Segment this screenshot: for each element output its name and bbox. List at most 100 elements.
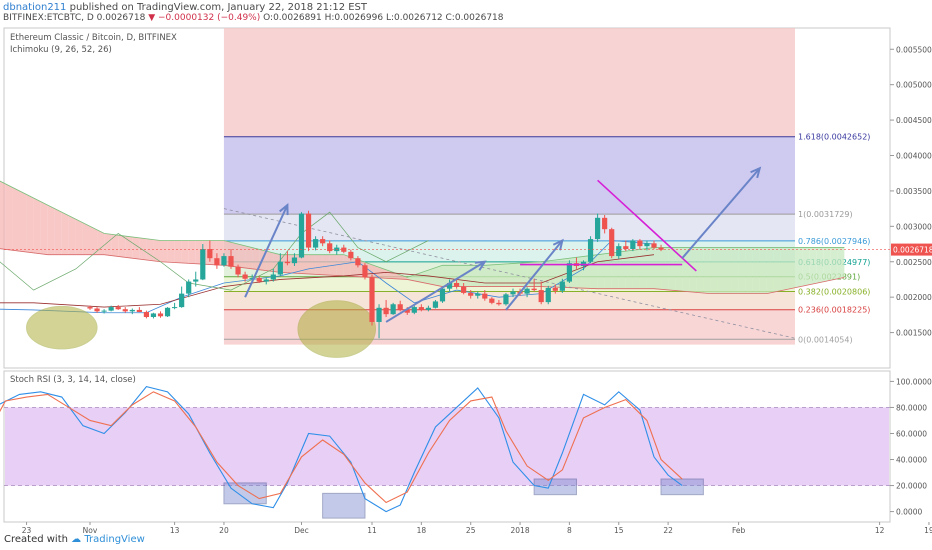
cloud-segment: [498, 263, 506, 287]
cloud-segment: [153, 239, 161, 262]
candle-body: [503, 294, 509, 305]
candle-body: [432, 301, 439, 308]
candle-body: [496, 302, 502, 305]
candle-body: [454, 283, 460, 287]
fib-label-0: 0(0.0014054): [798, 335, 853, 344]
cloud-segment: [301, 254, 309, 274]
candle-body: [270, 274, 276, 280]
author-link[interactable]: dbnation211: [3, 2, 67, 13]
cloud-segment: [632, 249, 640, 289]
candle-body: [101, 310, 107, 312]
candle-body: [531, 288, 537, 291]
candle-body: [298, 213, 305, 258]
time-axis-label: 15: [614, 526, 624, 535]
cloud-segment: [407, 274, 415, 281]
cloud-segment: [717, 247, 725, 294]
candle-body: [446, 283, 453, 289]
candle-body: [468, 292, 474, 296]
change-text: −0.0000132 (−0.49%): [158, 13, 261, 23]
oversold-box-0: [223, 482, 267, 505]
candle-body: [418, 307, 424, 310]
stoch-axis-label: 100.0000: [896, 377, 932, 386]
footer: Created with ☁ TradingView: [4, 534, 145, 545]
last-price-tag: [891, 243, 932, 256]
candle-body: [538, 290, 544, 303]
oversold-box-3: [660, 478, 704, 496]
candle-body: [327, 243, 333, 252]
candle-body: [489, 298, 495, 303]
cloud-segment: [252, 247, 260, 270]
candle-body: [637, 240, 643, 247]
candle-body: [602, 217, 608, 230]
brand-name[interactable]: TradingView: [84, 534, 145, 545]
candle-body: [616, 246, 622, 257]
cloud-segment: [597, 253, 605, 289]
candle-body: [425, 307, 431, 310]
candle-body: [256, 278, 262, 282]
cloud-segment: [780, 247, 788, 291]
ichimoku-span-b: [0, 248, 845, 295]
candle-body: [214, 258, 220, 266]
candle-body: [390, 304, 396, 315]
fib-zone-1: [223, 291, 795, 310]
cloud-segment: [696, 247, 704, 294]
cloud-segment: [82, 222, 90, 255]
cloud-segment: [661, 247, 669, 290]
stoch-k-line: [0, 386, 683, 513]
projection-arrow-2: [505, 239, 564, 311]
cloud-segment: [795, 247, 803, 288]
fib-label-5: 0.786(0.0027946): [798, 237, 870, 246]
candle-body: [115, 307, 121, 310]
candle-body: [157, 313, 164, 317]
time-axis-label: 13: [170, 526, 180, 535]
projection-arrow-3: [681, 167, 761, 259]
candle-body: [362, 265, 368, 278]
candle-body: [510, 291, 516, 295]
cloud-segment: [548, 259, 556, 288]
time-axis-label: 2018: [511, 526, 530, 535]
stoch-axis-label: 40.0000: [896, 456, 927, 465]
time-axis-label: 11: [367, 526, 377, 535]
candle-body: [383, 307, 389, 315]
cloud-segment: [668, 247, 676, 291]
candle-body: [291, 257, 298, 264]
candle-body: [404, 309, 410, 313]
candle-body: [623, 246, 629, 249]
candle-body: [108, 307, 114, 311]
chart-header: dbnation211 published on TradingView.com…: [0, 0, 932, 26]
cloud-segment: [266, 251, 274, 272]
dashed-trend-guide: [223, 208, 796, 339]
cloud-segment: [160, 240, 168, 263]
candle-body: [475, 293, 481, 296]
arrow-head-2: [552, 238, 564, 251]
cloud-segment: [47, 205, 55, 255]
cloud-segment: [555, 259, 563, 288]
cloud-segment: [61, 212, 69, 255]
fibonacci-retracement: [223, 28, 795, 345]
cloud-segment: [5, 183, 13, 251]
chart-title: Ethereum Classic / Bitcoin, D, BITFINEX: [10, 33, 177, 43]
cloud-segment: [442, 265, 450, 287]
time-axis-label: Dec: [294, 526, 309, 535]
cloud-segment: [731, 247, 739, 294]
fib-label-1: 0.236(0.0018225): [798, 306, 870, 315]
time-axis-label: 20: [219, 526, 229, 535]
candle-body: [305, 213, 312, 248]
cloud-segment: [19, 190, 27, 253]
cloud-segment: [837, 247, 845, 279]
stoch-title: Stoch RSI (3, 3, 14, 14, close): [10, 375, 136, 385]
candle-body: [587, 239, 594, 262]
cloud-segment: [188, 240, 196, 264]
cloud-segment: [174, 240, 182, 263]
created-with: Created with: [4, 534, 68, 545]
cloud-segment: [343, 254, 351, 277]
tradingview-logo-icon: ☁: [71, 534, 82, 545]
cloud-segment: [181, 240, 189, 264]
